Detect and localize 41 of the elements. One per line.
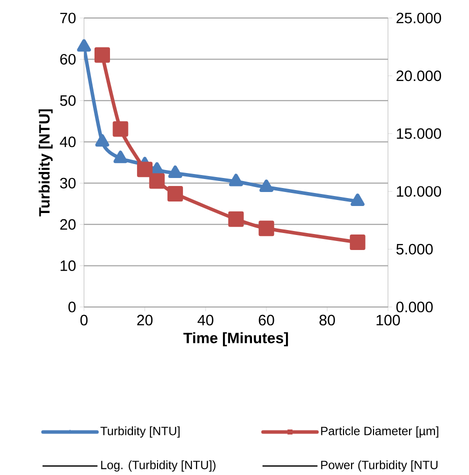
x-tick-label: 60 bbox=[258, 314, 274, 326]
y2-tick-label: 10.000 bbox=[396, 186, 442, 197]
legend-label: Power (Turbidity [NTU bbox=[321, 460, 438, 472]
point bbox=[112, 121, 128, 137]
y2-tick-label: 20.000 bbox=[396, 70, 442, 82]
point bbox=[95, 134, 110, 147]
point bbox=[228, 211, 244, 227]
y2-tick-label: 25.000 bbox=[396, 12, 442, 24]
legend-label: Particle Diameter [µm] bbox=[321, 426, 438, 438]
y-tick-label: 30 bbox=[60, 178, 76, 188]
point bbox=[94, 47, 110, 63]
y-tick-label: 70 bbox=[60, 12, 76, 24]
point bbox=[114, 150, 128, 164]
y-tick-label: 50 bbox=[60, 95, 76, 106]
point bbox=[167, 186, 183, 202]
y-tick-label: 20 bbox=[60, 219, 76, 230]
y2-tick-label: 5.000 bbox=[396, 244, 433, 255]
y-axis-title: Turbidity [NTU] bbox=[38, 109, 53, 216]
point bbox=[137, 162, 153, 178]
point bbox=[168, 165, 182, 178]
point bbox=[350, 194, 365, 206]
y2-tick-label: 15.000 bbox=[396, 128, 442, 139]
x-tick-label: 0 bbox=[80, 314, 88, 326]
x-tick-label: 80 bbox=[320, 314, 335, 326]
point bbox=[77, 39, 91, 52]
legend-label: Log. (Turbidity [NTU]) bbox=[101, 460, 216, 472]
point bbox=[259, 180, 274, 192]
y-tick-label: 60 bbox=[60, 54, 76, 65]
y-tick-label: 40 bbox=[60, 136, 76, 148]
point bbox=[258, 220, 274, 236]
y-tick-label: 10 bbox=[60, 260, 76, 272]
y2-tick-label: 0.000 bbox=[396, 302, 433, 312]
y-tick-label: 0 bbox=[68, 302, 76, 312]
legend-label: Turbidity [NTU] bbox=[100, 426, 180, 438]
x-axis-title: Time [Minutes] bbox=[183, 332, 288, 346]
point bbox=[350, 234, 366, 250]
point bbox=[149, 173, 165, 189]
x-tick-label: 20 bbox=[137, 314, 153, 326]
x-tick-label: 100 bbox=[376, 314, 400, 326]
x-tick-label: 40 bbox=[198, 314, 214, 326]
point bbox=[229, 174, 243, 186]
